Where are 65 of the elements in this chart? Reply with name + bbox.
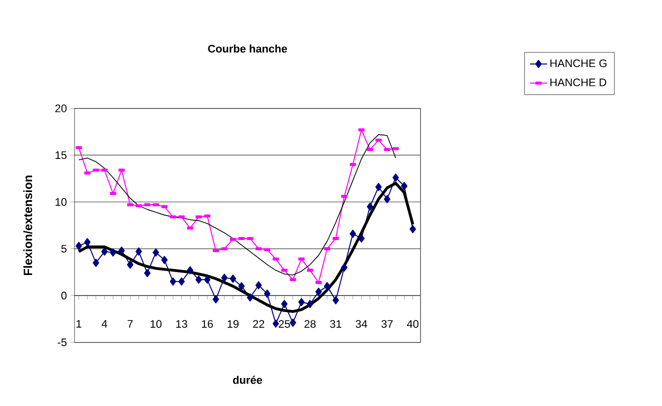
x-tick-label: 13 (176, 320, 188, 328)
y-tick-label: 15 (56, 151, 67, 159)
x-tick-label: 37 (381, 320, 393, 328)
point (366, 202, 374, 211)
point (76, 242, 82, 250)
point (101, 247, 108, 256)
point (324, 282, 330, 290)
point (401, 182, 408, 190)
x-tick-label: 40 (406, 320, 418, 328)
point (332, 296, 339, 304)
x-tick-label: 34 (356, 320, 368, 328)
y-tick-label: -5 (58, 338, 67, 346)
point (136, 247, 142, 256)
point (212, 295, 220, 304)
point (255, 281, 262, 290)
y-tick-label: 10 (56, 198, 67, 206)
point (281, 300, 288, 308)
point (196, 276, 202, 284)
point (178, 277, 185, 286)
point (298, 298, 305, 306)
point (341, 263, 348, 272)
point (238, 282, 245, 290)
x-tick-label: 31 (330, 320, 342, 328)
x-tick-label: 25 (278, 320, 290, 328)
x-tick-label: 16 (202, 320, 213, 328)
x-tick-label: 19 (228, 320, 239, 328)
point (84, 238, 91, 246)
x-tick-label: 4 (102, 320, 108, 328)
point (290, 318, 296, 327)
legend-label: HANCHE D (550, 78, 606, 86)
point (92, 258, 100, 267)
point (246, 293, 254, 302)
point (272, 320, 279, 328)
y-tick-label: 0 (61, 292, 67, 300)
point (392, 174, 399, 182)
chart-title: Courbe hanche (208, 44, 288, 53)
x-axis-title: durée (233, 376, 262, 384)
point (410, 224, 416, 234)
point (375, 182, 382, 192)
point (170, 277, 176, 286)
y-tick-label: 5 (61, 244, 67, 253)
point (161, 256, 168, 264)
x-tick-label: 22 (253, 320, 264, 328)
point (306, 300, 314, 308)
point (152, 248, 160, 257)
point (204, 276, 210, 284)
y-tick-label: 20 (55, 104, 67, 112)
point (230, 274, 236, 283)
point (350, 230, 356, 238)
point (264, 290, 270, 298)
point (221, 274, 228, 282)
point (118, 246, 125, 255)
x-tick-label: 7 (128, 320, 133, 328)
x-tick-label: 28 (304, 320, 316, 328)
point (358, 234, 365, 243)
point (126, 260, 134, 269)
point (384, 195, 390, 204)
point (110, 248, 116, 257)
point (186, 266, 194, 274)
legend-label: HANCHE G (550, 59, 607, 68)
point (144, 268, 151, 278)
x-tick-label: 10 (150, 320, 162, 328)
y-axis-title: Flexion/extension (23, 176, 32, 276)
point (315, 288, 322, 296)
x-tick-label: 1 (76, 320, 82, 328)
